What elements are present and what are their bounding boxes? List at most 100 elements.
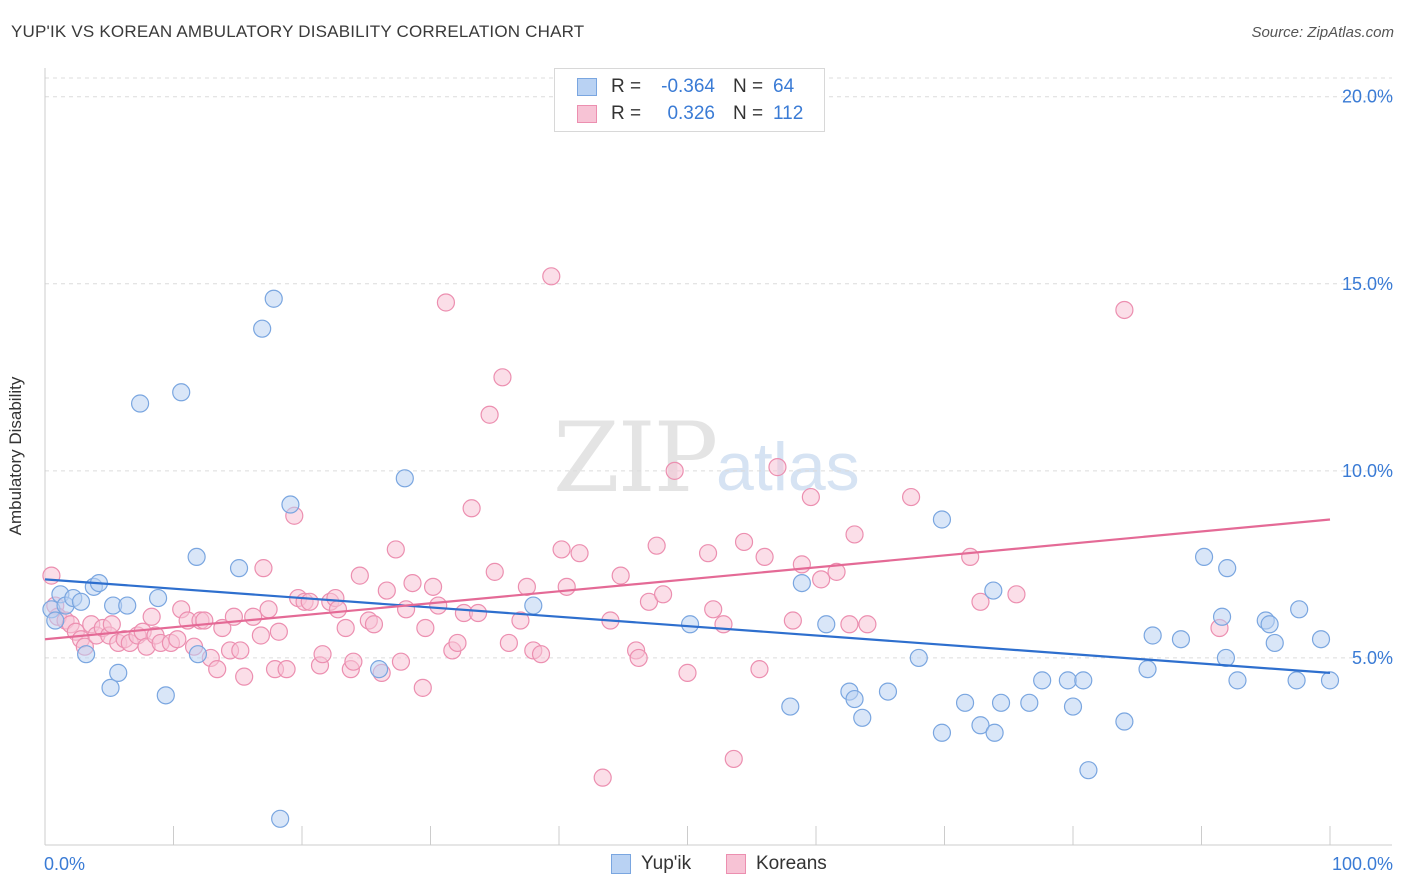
yupik-point — [281, 495, 300, 514]
korean-point — [653, 585, 673, 604]
yupik-point — [781, 697, 800, 716]
yupik-point — [955, 693, 975, 712]
x-tick-label: 0.0% — [44, 854, 85, 874]
yupik-point — [845, 689, 864, 709]
yupik-point — [1063, 697, 1083, 716]
yupik-point — [118, 596, 137, 615]
korean-point — [845, 525, 864, 544]
yupik-point — [71, 592, 91, 611]
yupik-point — [229, 559, 249, 578]
korean-point — [961, 547, 980, 567]
korean-point — [557, 577, 576, 596]
korean-point — [629, 648, 648, 668]
korean-point — [403, 573, 422, 593]
korean-point — [783, 611, 802, 630]
watermark-atlas: atlas — [716, 429, 860, 505]
legend-label: Koreans — [756, 853, 827, 874]
korean-point — [350, 566, 369, 585]
yupik-point — [1311, 630, 1331, 649]
korean-point — [259, 600, 278, 619]
yupik-point — [1265, 633, 1284, 653]
yupik-point — [909, 648, 928, 668]
yupik-point — [1260, 615, 1279, 634]
korean-point — [102, 615, 121, 634]
korean-point — [570, 544, 589, 563]
korean-point — [336, 618, 355, 638]
korean-point — [462, 499, 481, 518]
korean-point — [734, 532, 754, 552]
korean-point — [840, 615, 859, 634]
korean-point — [499, 633, 518, 653]
chart-title: YUP'IK VS KOREAN AMBULATORY DISABILITY C… — [11, 22, 585, 41]
yupik-point — [370, 660, 389, 679]
korean-point — [448, 633, 467, 653]
y-tick-label: 15.0% — [1342, 274, 1393, 294]
korean-point — [377, 581, 396, 600]
korean-point — [396, 600, 416, 619]
korean-point — [1007, 585, 1026, 604]
yupik-point — [1194, 547, 1214, 567]
korean-point — [254, 559, 273, 578]
korean-point — [493, 368, 512, 387]
yupik-point — [985, 723, 1004, 742]
korean-point — [639, 592, 659, 611]
korean-point — [698, 544, 718, 563]
korean-point — [416, 618, 435, 638]
korean-point — [386, 540, 405, 559]
yupik-point — [932, 723, 952, 742]
legend-item-yupik: Yup'ik — [611, 852, 691, 876]
yupik-point — [1115, 712, 1134, 731]
koreans-swatch — [726, 854, 746, 874]
yupik-point — [130, 394, 150, 413]
korean-point — [827, 562, 846, 581]
korean-point — [391, 652, 411, 671]
yupik-swatch — [577, 78, 597, 96]
korean-point — [485, 562, 504, 581]
korean-point — [42, 566, 61, 585]
yupik-point — [156, 686, 175, 705]
korean-point — [168, 630, 187, 649]
yupik-point — [1079, 761, 1098, 780]
yupik-point — [853, 708, 872, 727]
yupik-point — [1058, 671, 1077, 690]
korean-point — [269, 622, 288, 641]
yupik-point — [188, 645, 208, 664]
r-label: R = — [611, 76, 642, 97]
yupik-point — [77, 645, 96, 664]
korean-point — [531, 645, 551, 664]
yupik-point — [148, 588, 168, 608]
korean-point — [231, 641, 250, 660]
n-label: N = — [733, 76, 764, 97]
korean-point — [511, 611, 530, 630]
correlation-legend: R = -0.364 N = 64 R = 0.326 N = 112 — [554, 68, 825, 132]
yupik-point — [1216, 648, 1236, 668]
legend-row-yupik: R = -0.364 N = 64 — [577, 76, 794, 98]
yupik-point — [271, 809, 290, 828]
yupik-point — [101, 678, 120, 697]
r-value: -0.364 — [661, 76, 715, 97]
yupik-point — [253, 319, 272, 338]
legend-item-koreans: Koreans — [726, 852, 827, 876]
data-points — [42, 267, 1340, 828]
yupik-point — [1033, 671, 1052, 690]
korean-point — [244, 607, 263, 626]
yupik-point — [1020, 693, 1039, 712]
yupik-point — [524, 596, 543, 615]
yupik-swatch — [611, 854, 631, 874]
korean-point — [1115, 300, 1134, 320]
y-tick-label: 10.0% — [1342, 461, 1393, 481]
yupik-point — [46, 611, 65, 630]
korean-point — [480, 405, 499, 424]
r-label: R = — [611, 103, 642, 124]
trend-lines — [44, 518, 1331, 674]
yupik-point — [1218, 559, 1237, 578]
yupik-point — [1074, 671, 1093, 690]
axes — [44, 68, 1392, 846]
korean-point — [542, 267, 561, 286]
korean-point — [423, 577, 443, 596]
yupik-point — [792, 573, 811, 593]
korean-point — [593, 768, 612, 787]
korean-point — [208, 660, 227, 679]
korean-point — [611, 566, 630, 585]
